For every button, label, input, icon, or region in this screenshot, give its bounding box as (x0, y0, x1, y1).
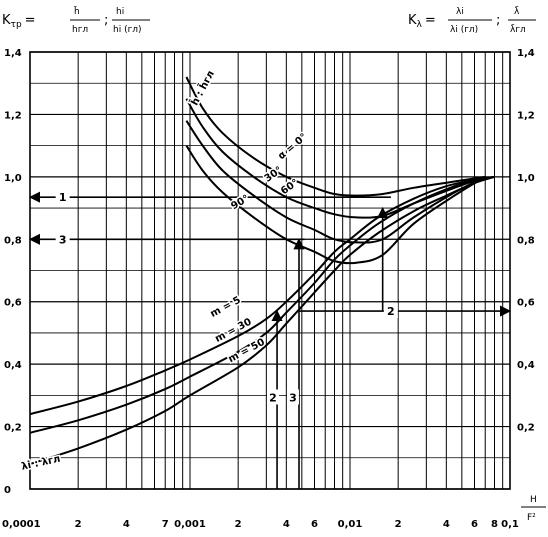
y-tick-right-3: 0,8 (517, 235, 535, 246)
guide-label-0: 1 (59, 191, 67, 204)
y-tick-left-3: 0,6 (4, 298, 22, 309)
x-axis-num: H (530, 495, 537, 505)
series-line-2 (185, 120, 486, 244)
plot-frame (29, 51, 511, 490)
series-line-5 (29, 175, 495, 434)
x-tick-13: 0,1 (501, 519, 519, 530)
y-tick-right-2: 0,6 (517, 298, 535, 309)
x-tick-9: 2 (395, 519, 402, 530)
svg-text:;: ; (496, 13, 500, 28)
x-tick-1: 2 (75, 519, 82, 530)
left-axis-title: Kτр = h̄ hгл ; hi hi (гл) (2, 5, 150, 35)
x-tick-10: 4 (443, 519, 450, 530)
tick-labels: 0 0,2 0,4 0,6 0,8 1,0 1,2 1,4 0,2 0,4 0,6 0,8 1,0 1,2… (2, 48, 535, 530)
curves (29, 76, 495, 465)
guide-label-bg-1 (55, 231, 70, 247)
x-tick-3: 7 (162, 519, 169, 530)
x-tick-12: 8 (491, 519, 498, 530)
x-axis-den: F² (527, 513, 536, 523)
marker-label-7: 3 (289, 391, 297, 404)
y-tick-right-6: 1,4 (517, 48, 535, 59)
y-tick-right-4: 1,0 (517, 173, 535, 184)
guide-label-bg-0 (55, 189, 70, 205)
x-tick-8: 0,01 (338, 519, 363, 530)
y-tick-right-0: 0,2 (517, 423, 535, 434)
left-frac2-num: hi (116, 7, 124, 17)
y-tick-left-6: 1,2 (4, 110, 22, 121)
series-line-4 (29, 175, 495, 416)
curve-label-3: 60° (279, 177, 301, 197)
series-line-6 (29, 175, 495, 465)
x-tick-5: 2 (235, 519, 242, 530)
x-axis-title: H F² (521, 495, 546, 523)
right-frac2-num: λ̄ (514, 5, 520, 17)
y-tick-right-5: 1,2 (517, 110, 535, 121)
x-tick-2: 4 (123, 519, 130, 530)
right-axis-title: Kλ = λi λi (гл) ; λ̄ λ̄гл (408, 5, 536, 35)
left-frac1-num: h̄ (73, 5, 79, 17)
guide-label-2: 2 (387, 305, 395, 318)
guide-label-1: 3 (59, 233, 67, 246)
x-tick-7: 6 (311, 519, 318, 530)
x-tick-6: 4 (283, 519, 290, 530)
marker-bg-7 (286, 389, 299, 405)
y-tick-left-1: 0,2 (4, 423, 22, 434)
right-frac1-den: λi (гл) (450, 25, 478, 35)
y-tick-left-5: 1,0 (4, 173, 22, 184)
curve-label-5: m = 5 (209, 295, 243, 320)
svg-text:;: ; (104, 13, 108, 28)
grid (29, 51, 511, 490)
left-frac2-den: hi (гл) (113, 25, 142, 35)
svg-text:Kτр=: Kτр = (2, 13, 36, 30)
svg-text:Kλ=: Kλ = (408, 13, 436, 30)
curve-label-8: λi : λгл (20, 454, 61, 473)
left-frac1-den: hгл (72, 25, 88, 35)
guide-label-bg-2 (383, 303, 398, 319)
marker-label-6: 2 (269, 391, 277, 404)
right-frac2-den: λ̄гл (510, 23, 526, 35)
series-line-0 (185, 76, 486, 197)
series-line-3 (185, 145, 486, 265)
y-tick-left-2: 0,4 (4, 360, 22, 371)
y-tick-left-4: 0,8 (4, 235, 22, 246)
x-tick-0: 0,0001 (2, 519, 41, 530)
y-tick-left-7: 1,4 (4, 48, 22, 59)
curve-label-1: α = 0° (276, 132, 309, 162)
x-tick-4: 0,001 (174, 519, 206, 530)
right-frac1-num: λi (456, 7, 464, 17)
curve-label-4: 90° (229, 193, 251, 212)
x-tick-11: 6 (471, 519, 478, 530)
y-tick-left-0: 0 (4, 485, 11, 496)
y-tick-right-1: 0,4 (517, 360, 535, 371)
marker-bg-6 (266, 389, 279, 405)
